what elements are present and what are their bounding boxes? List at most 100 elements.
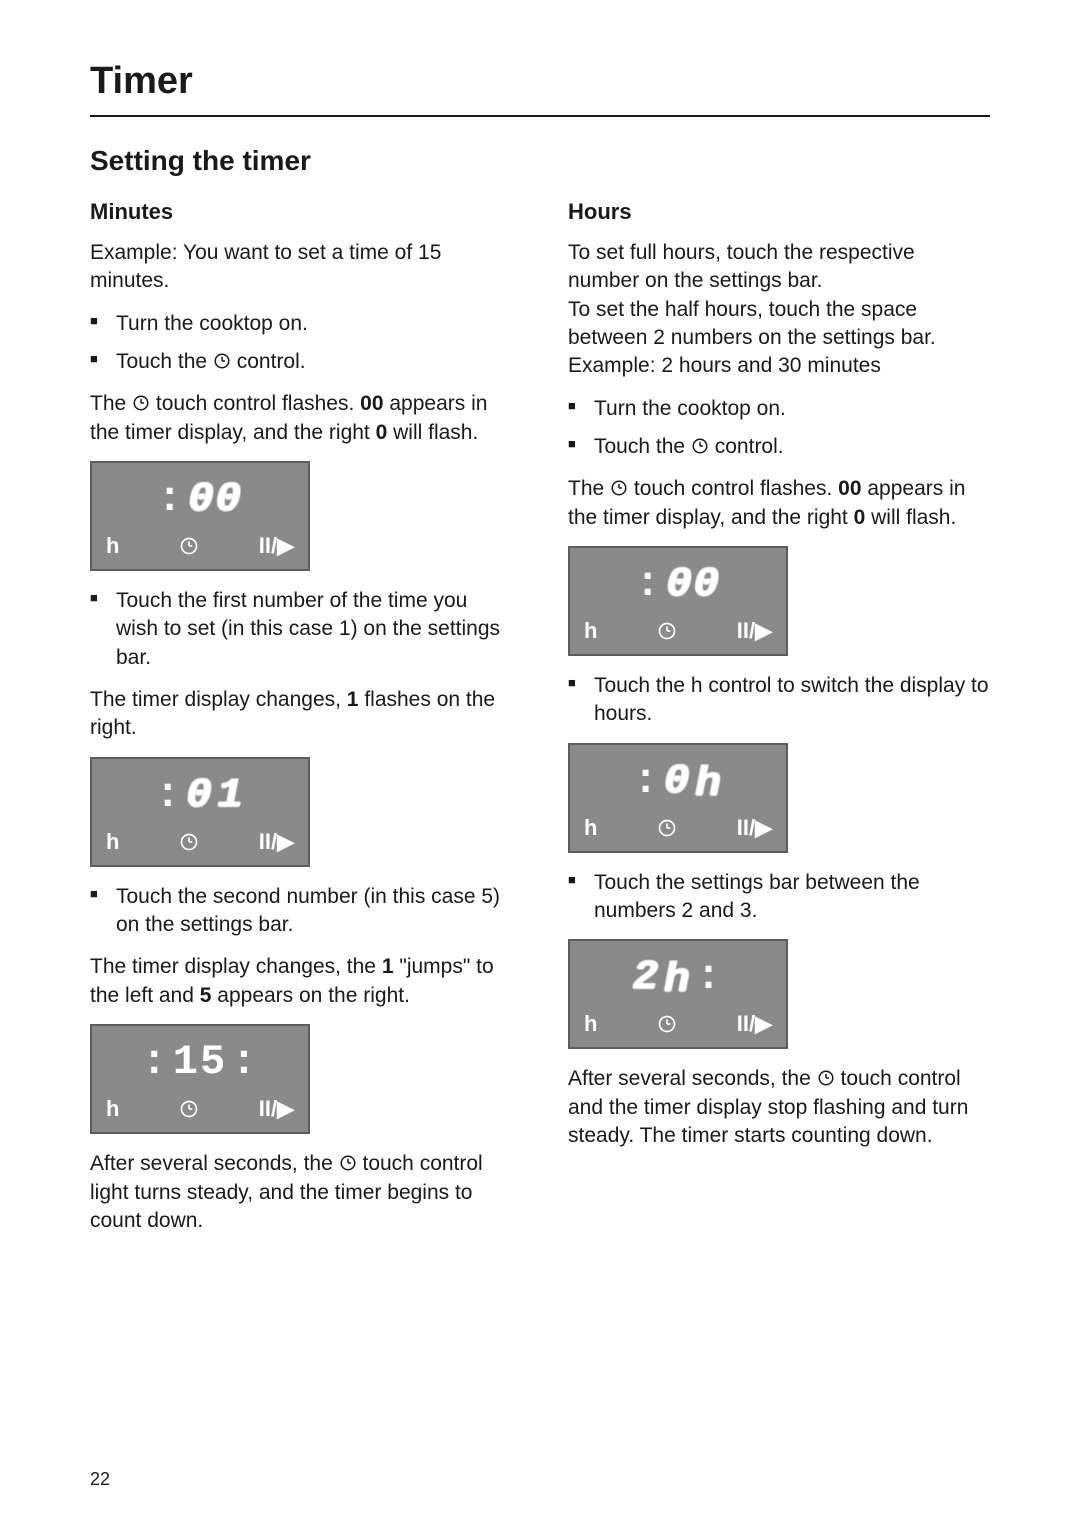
two-column-layout: Minutes Example: You want to set a time … xyxy=(90,199,990,1249)
display-panel-3-left: : 15 : h II/▶ xyxy=(90,1024,310,1134)
h-control-icon: h xyxy=(584,618,597,644)
column-minutes: Minutes Example: You want to set a time … xyxy=(90,199,512,1249)
text-fragment: appears on the right. xyxy=(217,984,410,1007)
lcd-digits: 15 xyxy=(173,1038,227,1086)
minutes-note-3: The timer display changes, the 1 "jumps"… xyxy=(90,953,512,1010)
hours-note-2: After several seconds, the touch control… xyxy=(568,1065,990,1150)
minutes-steps-3: Touch the second number (in this case 5)… xyxy=(90,883,512,940)
clock-icon xyxy=(179,832,199,852)
h-control-icon: h xyxy=(106,1096,119,1122)
title-rule xyxy=(90,115,990,117)
panel-controls: h II/▶ xyxy=(92,1090,308,1132)
step-touch-h: Touch the h control to switch the displa… xyxy=(568,672,990,729)
pause-play-icon: II/▶ xyxy=(259,829,294,855)
pause-play-icon: II/▶ xyxy=(259,533,294,559)
step-touch-clock: Touch the control. xyxy=(568,433,990,461)
clock-icon xyxy=(657,818,677,838)
text-bold: 00 xyxy=(360,392,383,415)
minutes-intro: Example: You want to set a time of 15 mi… xyxy=(90,239,512,296)
hours-note-1: The touch control flashes. 00 appears in… xyxy=(568,475,990,532)
step-touch-clock: Touch the control. xyxy=(90,348,512,376)
clock-icon xyxy=(132,394,150,412)
text-fragment: The xyxy=(90,392,132,415)
text-fragment: control. xyxy=(237,350,306,373)
lcd-digit-1: h xyxy=(695,757,723,805)
text-fragment: After several seconds, the xyxy=(90,1152,339,1175)
pause-play-icon: II/▶ xyxy=(737,618,772,644)
clock-icon xyxy=(179,536,199,556)
lcd-digit-0: 0 xyxy=(664,757,691,805)
text-bold: 0 xyxy=(376,421,388,444)
minutes-steps-1: Turn the cooktop on. Touch the control. xyxy=(90,310,512,377)
lcd-digits: 00 xyxy=(666,560,720,608)
lcd-readout: 2 h : xyxy=(570,941,786,1005)
text-fragment: The xyxy=(568,477,610,500)
display-panel-2-left: : 0 1 h II/▶ xyxy=(90,757,310,867)
clock-icon xyxy=(213,352,231,370)
clock-icon xyxy=(691,437,709,455)
panel-controls: h II/▶ xyxy=(570,809,786,851)
lcd-digit-1: 1 xyxy=(218,771,245,819)
lcd-prefix: : xyxy=(635,560,662,608)
step-touch-between: Touch the settings bar between the numbe… xyxy=(568,869,990,926)
text-fragment: will flash. xyxy=(871,506,956,529)
subheading-hours: Hours xyxy=(568,199,990,225)
step-turn-on: Turn the cooktop on. xyxy=(90,310,512,338)
pause-play-icon: II/▶ xyxy=(737,1011,772,1037)
h-control-icon: h xyxy=(584,815,597,841)
panel-controls: h II/▶ xyxy=(570,612,786,654)
text-fragment: control. xyxy=(715,435,784,458)
column-hours: Hours To set full hours, touch the respe… xyxy=(568,199,990,1249)
step-touch-second-number: Touch the second number (in this case 5)… xyxy=(90,883,512,940)
display-panel-3-right: 2 h : h II/▶ xyxy=(568,939,788,1049)
display-panel-1-right: : 00 h II/▶ xyxy=(568,546,788,656)
hours-intro: To set full hours, touch the respective … xyxy=(568,239,990,381)
lcd-suffix: : xyxy=(696,953,723,1001)
clock-icon xyxy=(657,1014,677,1034)
text-fragment: touch control flashes. xyxy=(634,477,838,500)
display-panel-2-right: : 0 h h II/▶ xyxy=(568,743,788,853)
panel-controls: h II/▶ xyxy=(92,527,308,569)
h-control-icon: h xyxy=(106,533,119,559)
text-bold: 00 xyxy=(838,477,861,500)
clock-icon xyxy=(817,1069,835,1087)
minutes-note-1: The touch control flashes. 00 appears in… xyxy=(90,390,512,447)
text-fragment: The timer display changes, the xyxy=(90,955,382,978)
minutes-note-4: After several seconds, the touch control… xyxy=(90,1150,512,1235)
step-turn-on: Turn the cooktop on. xyxy=(568,395,990,423)
lcd-digit-1: h xyxy=(664,953,692,1001)
lcd-digit-0: 2 xyxy=(633,953,660,1001)
lcd-readout: : 00 xyxy=(570,548,786,612)
lcd-prefix: : xyxy=(155,771,182,819)
lcd-readout: : 0 h xyxy=(570,745,786,809)
lcd-prefix: : xyxy=(633,757,660,805)
pause-play-icon: II/▶ xyxy=(737,815,772,841)
hours-steps-3: Touch the settings bar between the numbe… xyxy=(568,869,990,926)
hours-steps-2: Touch the h control to switch the displa… xyxy=(568,672,990,729)
lcd-prefix: : xyxy=(142,1038,169,1086)
text-fragment: After several seconds, the xyxy=(568,1067,817,1090)
text-bold: 5 xyxy=(200,984,212,1007)
lcd-readout: : 15 : xyxy=(92,1026,308,1090)
lcd-digits: 00 xyxy=(188,475,242,523)
lcd-prefix: : xyxy=(157,475,184,523)
text-fragment: Touch the xyxy=(116,350,213,373)
clock-icon xyxy=(610,479,628,497)
panel-controls: h II/▶ xyxy=(570,1005,786,1047)
h-control-icon: h xyxy=(584,1011,597,1037)
clock-icon xyxy=(657,621,677,641)
text-fragment: will flash. xyxy=(393,421,478,444)
text-bold: 0 xyxy=(854,506,866,529)
clock-icon xyxy=(179,1099,199,1119)
lcd-readout: : 00 xyxy=(92,463,308,527)
h-control-icon: h xyxy=(106,829,119,855)
pause-play-icon: II/▶ xyxy=(259,1096,294,1122)
clock-icon xyxy=(339,1154,357,1172)
text-bold: 1 xyxy=(382,955,394,978)
panel-controls: h II/▶ xyxy=(92,823,308,865)
lcd-readout: : 0 1 xyxy=(92,759,308,823)
hours-steps-1: Turn the cooktop on. Touch the control. xyxy=(568,395,990,462)
text-fragment: The timer display changes, xyxy=(90,688,347,711)
minutes-steps-2: Touch the first number of the time you w… xyxy=(90,587,512,672)
manual-page: Timer Setting the timer Minutes Example:… xyxy=(0,0,1080,1530)
